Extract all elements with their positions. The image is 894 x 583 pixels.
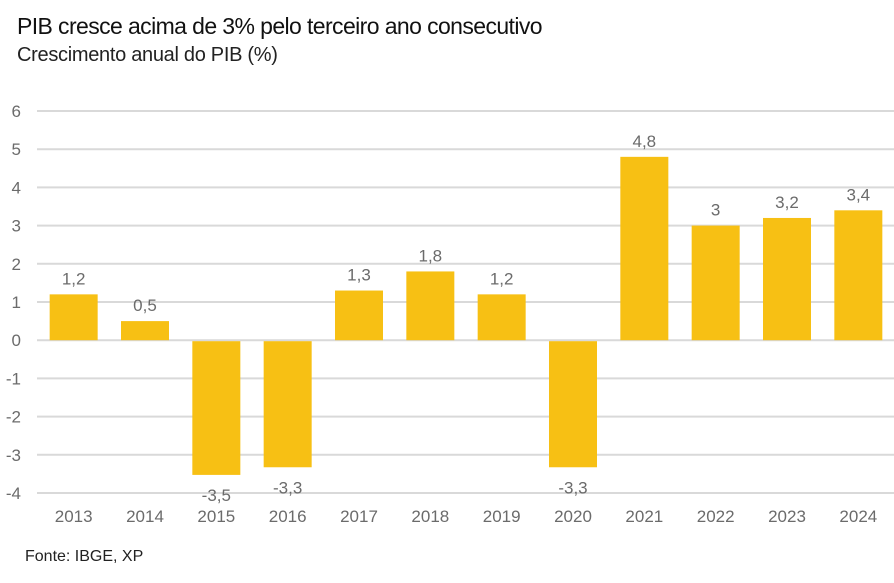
data-label: 0,5 xyxy=(133,296,157,315)
bar xyxy=(620,156,669,341)
x-tick-label: 2017 xyxy=(340,507,378,526)
y-tick-label: 5 xyxy=(12,140,21,159)
x-tick-label: 2021 xyxy=(625,507,663,526)
bar xyxy=(763,217,811,341)
data-label: 1,8 xyxy=(419,246,443,265)
data-labels: 1,2 0,5 -3,5 -3,3 1,3 1,8 1,2 -3,3 4,8 3 3,2 3,4 xyxy=(62,132,870,505)
x-tick-label: 2020 xyxy=(554,507,592,526)
data-label: -3,3 xyxy=(273,478,302,497)
y-tick-label: -2 xyxy=(6,408,21,427)
x-tick-label: 2023 xyxy=(768,507,806,526)
bar xyxy=(549,341,597,468)
bar xyxy=(121,321,169,341)
chart-title: PIB cresce acima de 3% pelo terceiro ano… xyxy=(17,13,543,39)
bar xyxy=(834,210,883,341)
x-tick-label: 2022 xyxy=(697,507,735,526)
data-label: 3 xyxy=(711,201,720,220)
data-label: 4,8 xyxy=(633,132,657,151)
x-axis-ticks: 2013 2014 2015 2016 2017 2018 2019 2020 2021 2022… xyxy=(55,507,877,526)
source-note: Fonte: IBGE, XP xyxy=(25,548,144,565)
gridlines xyxy=(37,110,894,494)
data-label: -3,5 xyxy=(202,486,231,505)
x-tick-label: 2019 xyxy=(483,507,521,526)
data-label: 1,3 xyxy=(347,266,371,285)
data-label: -3,3 xyxy=(558,478,587,497)
y-tick-label: -3 xyxy=(6,446,21,465)
x-tick-label: 2016 xyxy=(269,507,307,526)
x-tick-label: 2015 xyxy=(197,507,235,526)
data-label: 3,2 xyxy=(775,193,799,212)
x-tick-label: 2018 xyxy=(411,507,449,526)
bar xyxy=(406,271,455,341)
bar xyxy=(335,290,383,341)
y-tick-label: 0 xyxy=(12,331,21,350)
bar xyxy=(192,341,241,475)
data-label: 1,2 xyxy=(490,269,514,288)
y-tick-label: -4 xyxy=(6,484,21,503)
x-tick-label: 2013 xyxy=(55,507,93,526)
y-axis-ticks: 6 5 4 3 2 1 0 -1 -2 -3 -4 xyxy=(6,102,21,503)
bars xyxy=(49,156,883,475)
y-tick-label: 6 xyxy=(12,102,21,121)
bar xyxy=(691,225,740,341)
bar xyxy=(477,294,526,341)
y-tick-label: 4 xyxy=(12,178,21,197)
y-tick-label: 2 xyxy=(12,255,21,274)
bar xyxy=(263,341,312,468)
x-tick-label: 2014 xyxy=(126,507,164,526)
data-label: 3,4 xyxy=(847,185,871,204)
x-tick-label: 2024 xyxy=(839,507,877,526)
y-tick-label: -1 xyxy=(6,369,21,388)
data-label: 1,2 xyxy=(62,269,86,288)
y-tick-label: 1 xyxy=(12,293,21,312)
y-tick-label: 3 xyxy=(12,217,21,236)
bar xyxy=(49,294,98,341)
chart-subtitle: Crescimento anual do PIB (%) xyxy=(17,44,278,66)
